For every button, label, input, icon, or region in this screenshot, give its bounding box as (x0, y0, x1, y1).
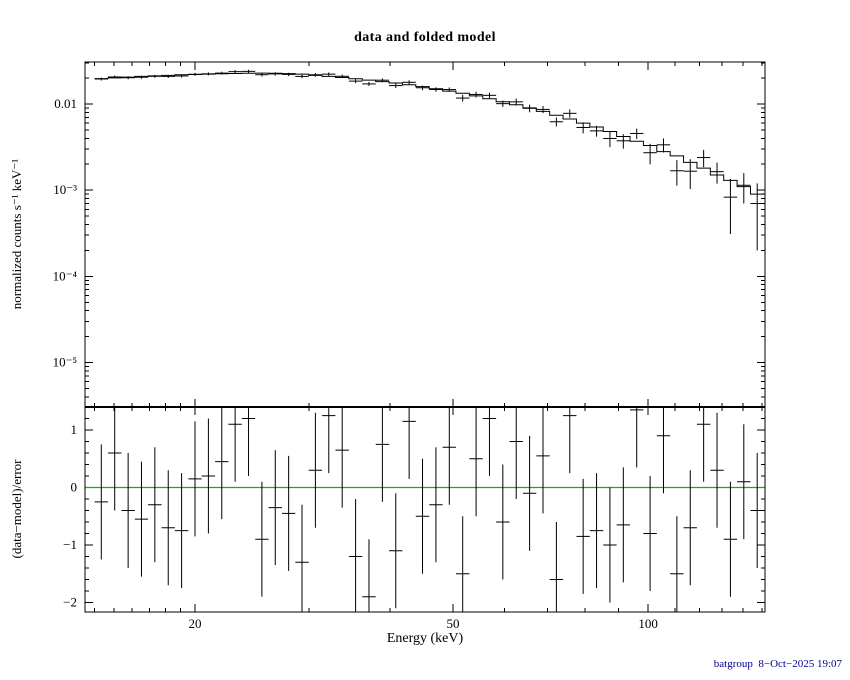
plot-title: data and folded model (354, 30, 496, 45)
tick-labels: 20 50 100 0.01 10⁻³ 10⁻⁴ 10⁻⁵ −2 −1 0 1 (53, 96, 658, 631)
y-tick-label-residual: 0 (71, 480, 78, 495)
folded-model-curve (94, 72, 764, 195)
x-tick-label: 20 (189, 616, 202, 631)
y-tick-label-residual: −1 (63, 537, 77, 552)
residuals-group (94, 407, 764, 612)
x-tick-label: 50 (446, 616, 459, 631)
spectrum-data-group (94, 69, 764, 251)
axis-ticks (85, 62, 765, 612)
footer-timestamp: batgroup 8−Oct−2025 19:07 (713, 658, 842, 670)
y-tick-label-counts: 0.01 (54, 96, 77, 111)
x-axis-label-energy: Energy (keV) (386, 631, 464, 646)
y-tick-label-counts: 10⁻³ (53, 182, 77, 197)
top-panel-frame (84, 61, 766, 408)
panel-frames (84, 61, 766, 613)
x-tick-label: 100 (638, 616, 658, 631)
y-tick-label-counts: 10⁻⁵ (53, 355, 77, 370)
y-tick-label-residual: −2 (63, 595, 77, 610)
y-tick-label-residual: 1 (71, 422, 78, 437)
y-tick-label-counts: 10⁻⁴ (53, 268, 78, 283)
